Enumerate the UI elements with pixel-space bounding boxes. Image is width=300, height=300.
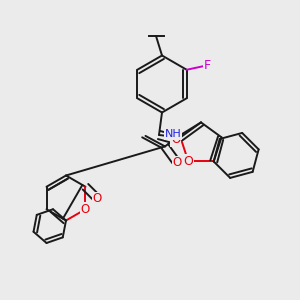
Text: O: O	[183, 155, 193, 168]
Text: O: O	[171, 133, 180, 146]
Text: NH: NH	[165, 129, 182, 140]
Text: O: O	[93, 192, 102, 205]
Text: F: F	[204, 59, 211, 72]
Text: O: O	[172, 156, 182, 170]
Text: O: O	[81, 203, 90, 216]
